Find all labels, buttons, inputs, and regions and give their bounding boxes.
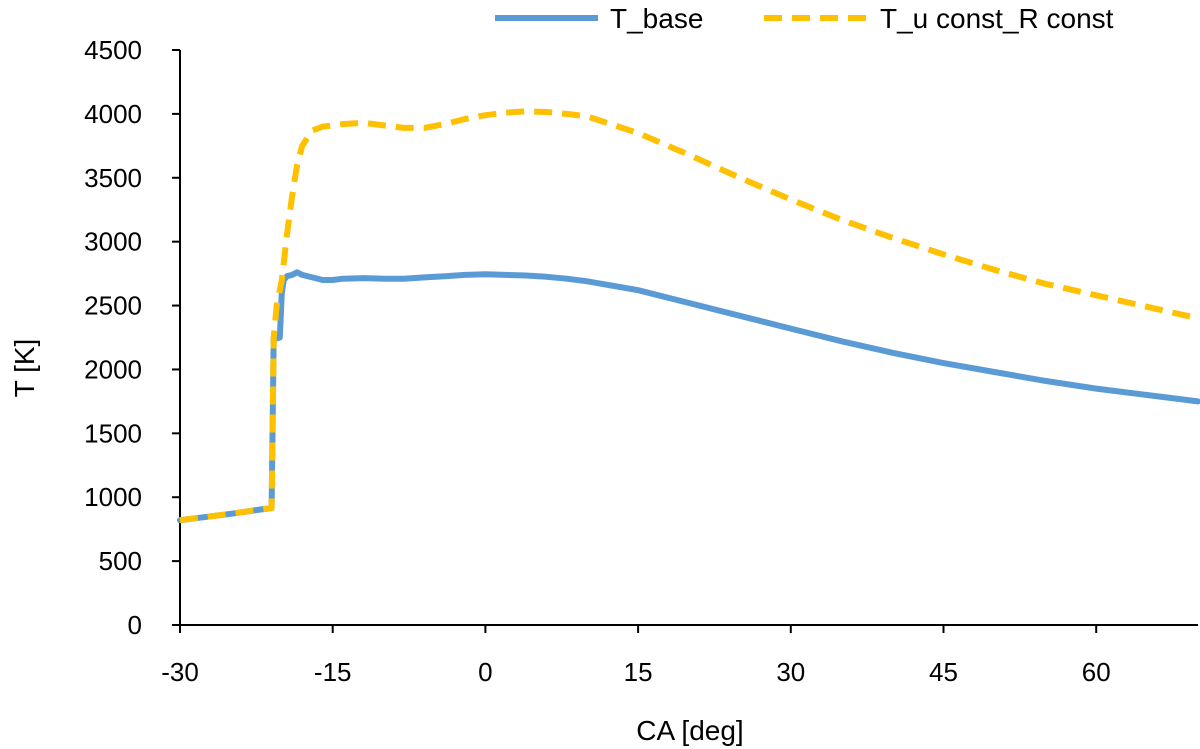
y-tick-label: 4500 [84, 35, 142, 65]
y-tick-label: 2500 [84, 291, 142, 321]
x-axis-title: CA [deg] [636, 715, 743, 746]
x-tick-label: 15 [624, 657, 653, 687]
y-tick-label: 500 [99, 546, 142, 576]
x-tick-label: 30 [776, 657, 805, 687]
y-axis-title: T [K] [9, 339, 40, 398]
x-tick-label: -30 [161, 657, 199, 687]
x-tick-label: 60 [1082, 657, 1111, 687]
legend-label-2: T_u const_R const [880, 3, 1114, 34]
legend-label-1: T_base [610, 3, 703, 34]
y-tick-label: 0 [128, 610, 142, 640]
series-line-1 [177, 269, 1200, 524]
x-tick-label: 0 [478, 657, 492, 687]
y-tick-labels: 0 500 1000 1500 2000 2500 3000 3500 4000 4500 [84, 35, 180, 640]
axes [179, 50, 1198, 626]
y-tick-label: 1000 [84, 482, 142, 512]
y-tick-label: 2000 [84, 354, 142, 384]
y-tick-label: 3000 [84, 227, 142, 257]
y-tick-label: 3500 [84, 163, 142, 193]
legend: T_base T_u const_R const [495, 3, 1114, 34]
x-tick-label: 45 [929, 657, 958, 687]
series-layer [177, 108, 1200, 524]
x-tick-labels: -30 -15 0 15 30 45 60 [161, 625, 1111, 687]
x-tick-label: -15 [314, 657, 352, 687]
y-tick-label: 4000 [84, 99, 142, 129]
series-line-2 [179, 108, 1199, 524]
y-tick-label: 1500 [84, 418, 142, 448]
